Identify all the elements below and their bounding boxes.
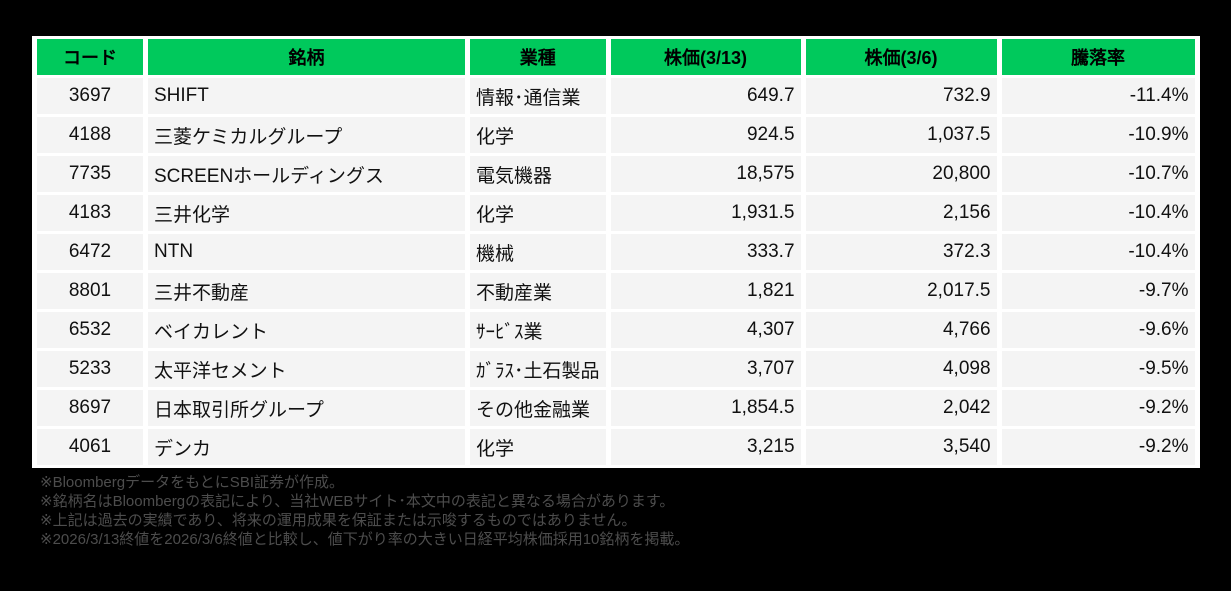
price-0313-cell: 18,575 (610, 156, 801, 192)
price-0313-cell: 4,307 (610, 312, 801, 348)
name-cell: SHIFT (148, 78, 465, 114)
table-row: 5233 太平洋セメント ｶﾞﾗｽ･土石製品 3,707 4,098 -9.5% (37, 351, 1195, 387)
name-cell: 三井不動産 (148, 273, 465, 309)
table-row: 6532 ベイカレント ｻｰﾋﾞｽ業 4,307 4,766 -9.6% (37, 312, 1195, 348)
table-row: 8801 三井不動産 不動産業 1,821 2,017.5 -9.7% (37, 273, 1195, 309)
code-cell: 4188 (37, 117, 143, 153)
stock-table-panel: コード 銘柄 業種 株価(3/13) 株価(3/6) 騰落率 3697 SHIF… (32, 36, 1200, 468)
footnote-line: ※BloombergデータをもとにSBI証券が作成。 (40, 474, 344, 491)
table-row: 4061 デンカ 化学 3,215 3,540 -9.2% (37, 429, 1195, 465)
change-cell: -9.7% (1001, 273, 1195, 309)
footnotes-block: ※BloombergデータをもとにSBI証券が作成。 ※銘柄名はBloomber… (40, 473, 689, 549)
name-cell: 三菱ケミカルグループ (148, 117, 465, 153)
price-0313-cell: 924.5 (610, 117, 801, 153)
price-0306-cell: 2,156 (805, 195, 997, 231)
table-row: 6472 NTN 機械 333.7 372.3 -10.4% (37, 234, 1195, 270)
code-cell: 4183 (37, 195, 143, 231)
name-cell: 日本取引所グループ (148, 390, 465, 426)
code-cell: 6532 (37, 312, 143, 348)
industry-cell: 機械 (470, 234, 606, 270)
industry-cell: 化学 (470, 195, 606, 231)
change-cell: -11.4% (1001, 78, 1195, 114)
change-cell: -10.9% (1001, 117, 1195, 153)
price-0306-cell: 20,800 (805, 156, 997, 192)
name-cell: 三井化学 (148, 195, 465, 231)
table-row: 7735 SCREENホールディングス 電気機器 18,575 20,800 -… (37, 156, 1195, 192)
change-cell: -9.2% (1001, 429, 1195, 465)
name-cell: 太平洋セメント (148, 351, 465, 387)
name-cell: デンカ (148, 429, 465, 465)
price-0313-cell: 333.7 (610, 234, 801, 270)
industry-cell: 情報･通信業 (470, 78, 606, 114)
industry-cell: その他金融業 (470, 390, 606, 426)
industry-cell: 化学 (470, 117, 606, 153)
footnote-line: ※2026/3/13終値を2026/3/6終値と比較し、値下がり率の大きい日経平… (40, 531, 690, 548)
price-0313-cell: 3,707 (610, 351, 801, 387)
column-header-price-0306: 株価(3/6) (805, 39, 997, 75)
table-row: 4183 三井化学 化学 1,931.5 2,156 -10.4% (37, 195, 1195, 231)
price-0313-cell: 649.7 (610, 78, 801, 114)
price-0306-cell: 2,017.5 (805, 273, 997, 309)
code-cell: 8801 (37, 273, 143, 309)
change-cell: -10.4% (1001, 195, 1195, 231)
price-0313-cell: 1,931.5 (610, 195, 801, 231)
price-0313-cell: 1,821 (610, 273, 801, 309)
change-cell: -9.5% (1001, 351, 1195, 387)
price-0306-cell: 1,037.5 (805, 117, 997, 153)
price-0313-cell: 3,215 (610, 429, 801, 465)
column-header-change: 騰落率 (1001, 39, 1195, 75)
industry-cell: 不動産業 (470, 273, 606, 309)
decliners-table: コード 銘柄 業種 株価(3/13) 株価(3/6) 騰落率 3697 SHIF… (32, 36, 1200, 468)
column-header-industry: 業種 (470, 39, 606, 75)
price-0306-cell: 372.3 (805, 234, 997, 270)
table-row: 3697 SHIFT 情報･通信業 649.7 732.9 -11.4% (37, 78, 1195, 114)
name-cell: SCREENホールディングス (148, 156, 465, 192)
code-cell: 3697 (37, 78, 143, 114)
industry-cell: 化学 (470, 429, 606, 465)
code-cell: 5233 (37, 351, 143, 387)
industry-cell: ｻｰﾋﾞｽ業 (470, 312, 606, 348)
change-cell: -9.2% (1001, 390, 1195, 426)
code-cell: 7735 (37, 156, 143, 192)
price-0306-cell: 2,042 (805, 390, 997, 426)
table-row: 4188 三菱ケミカルグループ 化学 924.5 1,037.5 -10.9% (37, 117, 1195, 153)
change-cell: -10.4% (1001, 234, 1195, 270)
price-0306-cell: 3,540 (805, 429, 997, 465)
price-0313-cell: 1,854.5 (610, 390, 801, 426)
code-cell: 8697 (37, 390, 143, 426)
column-header-name: 銘柄 (148, 39, 465, 75)
change-cell: -9.6% (1001, 312, 1195, 348)
code-cell: 4061 (37, 429, 143, 465)
industry-cell: 電気機器 (470, 156, 606, 192)
change-cell: -10.7% (1001, 156, 1195, 192)
name-cell: NTN (148, 234, 465, 270)
code-cell: 6472 (37, 234, 143, 270)
name-cell: ベイカレント (148, 312, 465, 348)
header-row: コード 銘柄 業種 株価(3/13) 株価(3/6) 騰落率 (37, 39, 1195, 75)
price-0306-cell: 4,098 (805, 351, 997, 387)
table-row: 8697 日本取引所グループ その他金融業 1,854.5 2,042 -9.2… (37, 390, 1195, 426)
industry-cell: ｶﾞﾗｽ･土石製品 (470, 351, 606, 387)
price-0306-cell: 4,766 (805, 312, 997, 348)
column-header-price-0313: 株価(3/13) (610, 39, 801, 75)
column-header-code: コード (37, 39, 143, 75)
price-0306-cell: 732.9 (805, 78, 997, 114)
footnote-line: ※上記は過去の実績であり、将来の運用成果を保証または示唆するものではありません。 (40, 512, 637, 529)
footnote-line: ※銘柄名はBloombergの表記により、当社WEBサイト･本文中の表記と異なる… (40, 493, 675, 510)
